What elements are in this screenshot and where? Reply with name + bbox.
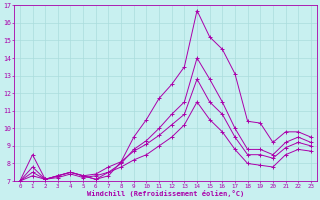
X-axis label: Windchill (Refroidissement éolien,°C): Windchill (Refroidissement éolien,°C) bbox=[87, 190, 244, 197]
